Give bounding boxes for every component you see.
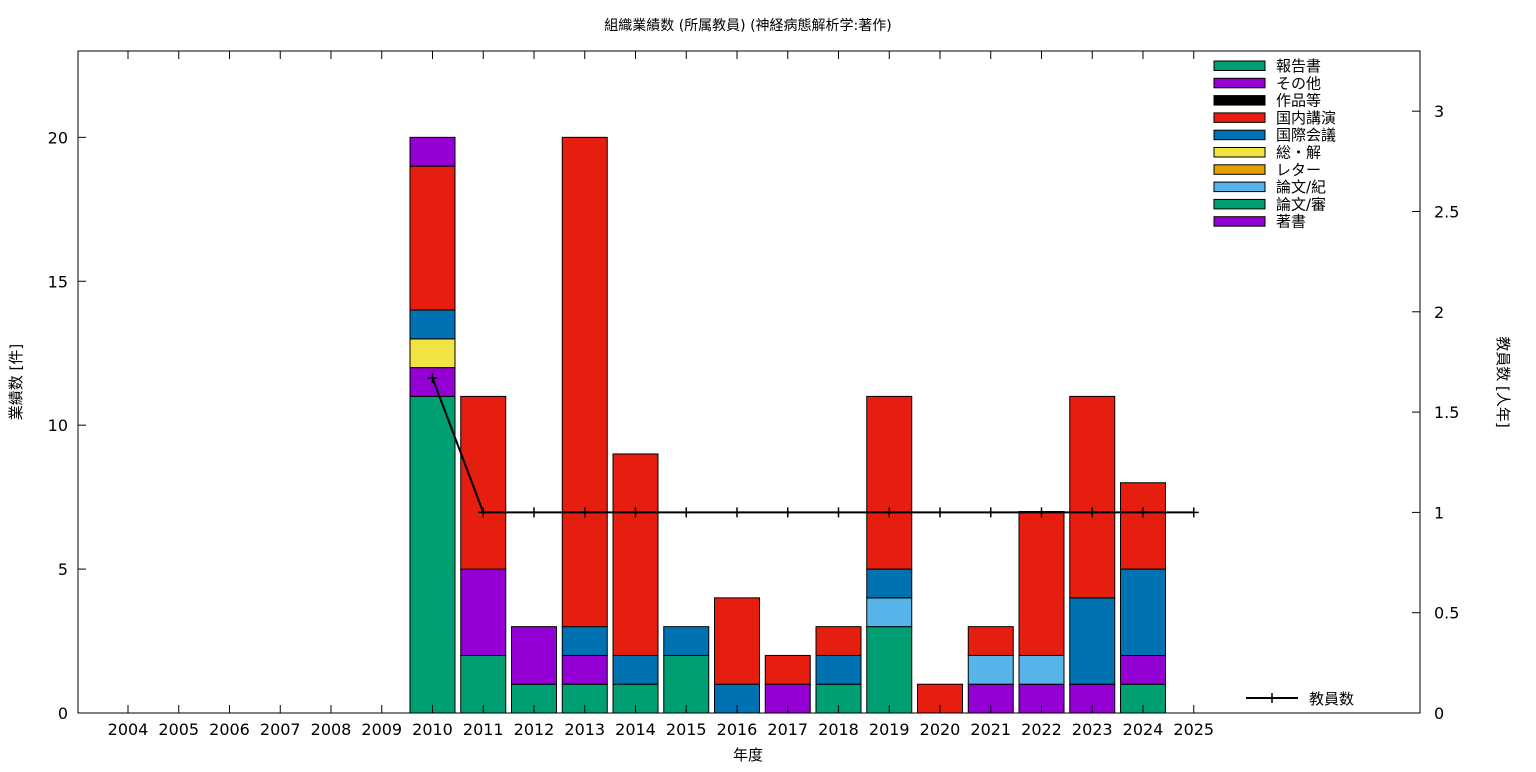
y-tick-label: 20 — [48, 128, 68, 147]
x-tick-label: 2009 — [361, 720, 402, 739]
y2-tick-label: 0 — [1434, 704, 1444, 723]
bar-segment — [511, 626, 557, 685]
chart-title: 組織業績数 (所属教員) (神経病態解析学:著作) — [604, 18, 891, 34]
legend-swatch — [1213, 198, 1266, 210]
bar-segment — [460, 395, 507, 570]
bar-segment — [409, 395, 456, 714]
x-tick-label: 2008 — [311, 720, 352, 739]
x-tick-label: 2022 — [1021, 720, 1062, 739]
bar-segment — [612, 453, 659, 656]
x-tick-label: 2016 — [717, 720, 758, 739]
legend-label: 総・解 — [1276, 144, 1321, 162]
x-tick-label: 2020 — [920, 720, 961, 739]
x-tick-label: 2006 — [209, 720, 250, 739]
bar-segment — [1018, 511, 1065, 656]
y2-tick-label: 1.5 — [1434, 403, 1459, 422]
y-tick-label: 5 — [58, 560, 68, 579]
y-tick-label: 10 — [48, 416, 68, 435]
bar-segment — [561, 626, 608, 656]
x-tick-label: 2013 — [564, 720, 605, 739]
legend-label: 報告書 — [1276, 57, 1321, 75]
bar-segment — [967, 626, 1014, 656]
bar-segment — [663, 626, 710, 656]
legend-swatch — [1213, 112, 1266, 123]
bar-segment — [561, 136, 608, 628]
bar-segment — [866, 597, 913, 628]
x-tick-label: 2025 — [1173, 720, 1214, 739]
bar-segment — [815, 626, 862, 656]
legend-label: 教員数 — [1309, 690, 1354, 708]
x-tick-label: 2014 — [615, 720, 656, 739]
bar-segment — [714, 597, 760, 685]
legend-label: 国際会議 — [1276, 126, 1336, 144]
legend-swatch — [1213, 164, 1266, 175]
x-tick-label: 2007 — [260, 720, 301, 739]
bar-segment — [409, 165, 456, 311]
bar-segment — [663, 654, 710, 714]
bar-segment — [764, 654, 811, 685]
axes-layer: 0 5 10 15 20 0 0.5 1 1.5 2 2.5 3 2004 2005 2006 2007 200… — [48, 51, 1459, 739]
legend-label: レター — [1276, 161, 1321, 179]
y-tick-label: 15 — [48, 272, 68, 291]
legend-swatch — [1213, 129, 1266, 141]
bar-segment — [1120, 568, 1166, 656]
y2-axis-label: 教員数 [人年] — [1494, 336, 1512, 427]
bar-segment — [1069, 597, 1116, 685]
line-layer — [427, 372, 1199, 518]
legend-label: 論文/紀 — [1276, 178, 1326, 196]
x-tick-label: 2023 — [1072, 720, 1113, 739]
bar-segment — [866, 568, 913, 599]
bar-segment — [1018, 654, 1065, 685]
y-axis-label: 業績数 [件] — [7, 344, 25, 420]
bar-segment — [967, 654, 1014, 685]
y2-tick-label: 1 — [1434, 503, 1444, 522]
x-tick-label: 2021 — [970, 720, 1011, 739]
x-tick-label: 2018 — [818, 720, 859, 739]
bar-segment — [612, 654, 659, 685]
legend-label: その他 — [1276, 74, 1321, 92]
x-tick-label: 2005 — [158, 720, 199, 739]
x-tick-label: 2024 — [1123, 720, 1164, 739]
line-series-faculty — [431, 377, 1194, 514]
legend-swatch — [1213, 181, 1266, 193]
legend-swatch — [1213, 95, 1266, 106]
y2-tick-label: 3 — [1434, 102, 1444, 121]
bar-segment — [409, 309, 456, 340]
bar-segment — [866, 395, 913, 570]
x-tick-label: 2017 — [767, 720, 808, 739]
bar-segment — [460, 568, 507, 656]
x-tick-label: 2015 — [666, 720, 707, 739]
x-tick-label: 2010 — [412, 720, 453, 739]
legend-swatch — [1213, 216, 1266, 227]
bar-segment — [1069, 395, 1116, 599]
legend-swatch — [1213, 60, 1266, 71]
x-tick-label: 2012 — [514, 720, 555, 739]
y2-tick-label: 2.5 — [1434, 202, 1459, 221]
legend-label: 国内講演 — [1276, 109, 1336, 127]
y2-tick-label: 2 — [1434, 303, 1444, 322]
bar-segment — [815, 654, 862, 685]
bar-segment — [409, 136, 456, 167]
x-tick-label: 2011 — [463, 720, 504, 739]
legend-label: 著書 — [1276, 213, 1306, 231]
legend-swatch — [1213, 77, 1266, 89]
x-tick-label: 2004 — [108, 720, 149, 739]
bar-segment — [866, 626, 913, 714]
bar-segment — [561, 654, 608, 685]
legend-swatch — [1213, 147, 1266, 158]
x-axis-label: 年度 — [733, 746, 763, 764]
bar-segment — [1120, 482, 1166, 570]
bar-segment — [409, 338, 456, 369]
legend-label: 作品等 — [1276, 92, 1321, 110]
x-tick-label: 2019 — [869, 720, 910, 739]
bar-segment — [460, 654, 507, 714]
bars-layer — [409, 136, 1166, 714]
legend-label: 論文/審 — [1276, 195, 1326, 213]
y-tick-label: 0 — [58, 704, 68, 723]
bar-segment — [1120, 654, 1166, 685]
y2-tick-label: 0.5 — [1434, 604, 1459, 623]
